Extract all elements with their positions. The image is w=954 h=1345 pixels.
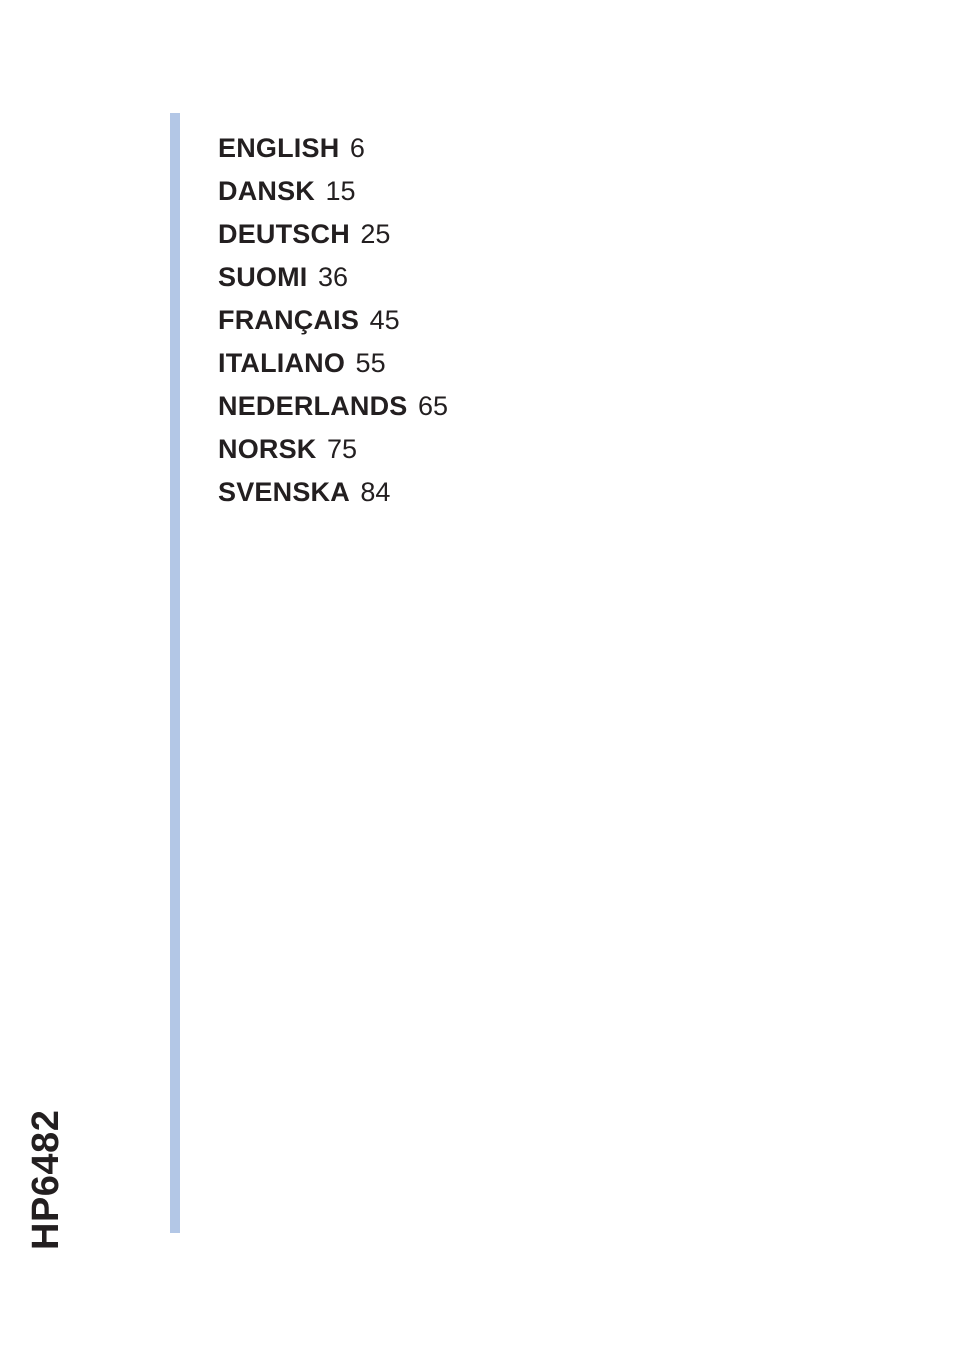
toc-entry: SUOMI 36 [218, 264, 448, 291]
toc-language: DEUTSCH [218, 219, 350, 249]
toc-language: NORSK [218, 434, 317, 464]
toc-page-number: 65 [418, 391, 448, 421]
toc-page-number: 15 [325, 176, 355, 206]
toc-entry: NORSK 75 [218, 436, 448, 463]
toc-entry: FRANÇAIS 45 [218, 307, 448, 334]
vertical-rule [170, 113, 180, 1233]
toc-page-number: 45 [370, 305, 400, 335]
toc-language: SUOMI [218, 262, 308, 292]
toc-entry: SVENSKA 84 [218, 479, 448, 506]
toc-entry: ITALIANO 55 [218, 350, 448, 377]
toc-page-number: 55 [356, 348, 386, 378]
toc-language: NEDERLANDS [218, 391, 408, 421]
toc-page-number: 84 [360, 477, 390, 507]
toc-entry: DANSK 15 [218, 178, 448, 205]
toc-page-number: 6 [350, 133, 365, 163]
page: ENGLISH 6 DANSK 15 DEUTSCH 25 SUOMI 36 F… [0, 0, 954, 1345]
toc-entry: NEDERLANDS 65 [218, 393, 448, 420]
toc-language: ITALIANO [218, 348, 345, 378]
model-number: HP6482 [25, 1110, 68, 1250]
toc-language: DANSK [218, 176, 315, 206]
toc-page-number: 25 [360, 219, 390, 249]
toc-language: ENGLISH [218, 133, 339, 163]
toc-page-number: 75 [327, 434, 357, 464]
table-of-contents: ENGLISH 6 DANSK 15 DEUTSCH 25 SUOMI 36 F… [218, 135, 448, 522]
toc-language: FRANÇAIS [218, 305, 359, 335]
toc-language: SVENSKA [218, 477, 350, 507]
toc-entry: ENGLISH 6 [218, 135, 448, 162]
toc-entry: DEUTSCH 25 [218, 221, 448, 248]
toc-page-number: 36 [318, 262, 348, 292]
